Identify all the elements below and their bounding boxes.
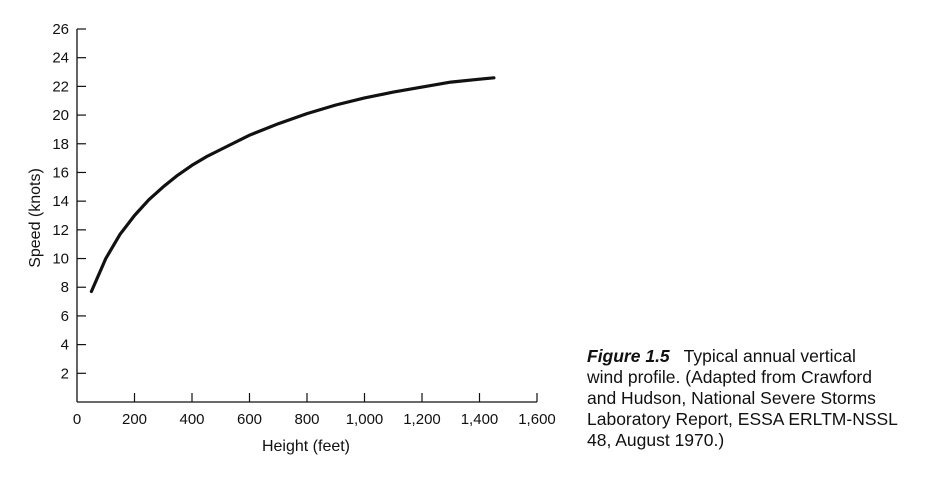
y-axis-title: Speed (knots) xyxy=(27,168,44,268)
caption-line-1: Typical annual vertical xyxy=(683,346,856,366)
x-tick-label: 400 xyxy=(179,411,204,428)
y-tick-label: 6 xyxy=(61,308,69,325)
x-tick-label: 800 xyxy=(294,411,319,428)
y-tick-label: 26 xyxy=(52,21,69,38)
y-tick-label: 4 xyxy=(61,337,69,354)
figure-label: Figure 1.5 xyxy=(587,346,670,366)
axes xyxy=(76,29,537,403)
figure-caption: Figure 1.5 Typical annual vertical wind p… xyxy=(587,346,927,451)
y-tick-label: 16 xyxy=(52,164,69,181)
y-tick-label: 22 xyxy=(52,78,69,95)
x-tick-label: 200 xyxy=(122,411,147,428)
x-tick-label: 600 xyxy=(237,411,262,428)
caption-line-5: 48, August 1970.) xyxy=(587,430,725,450)
y-tick-label: 14 xyxy=(52,193,69,210)
caption-line-3: and Hudson, National Severe Storms xyxy=(587,388,876,408)
y-tick-label: 20 xyxy=(52,107,69,124)
ticks: 0 200 400 600 800 1,000 1,200 1,400 1,6002468101… xyxy=(52,21,555,428)
x-tick-label: 1,400 xyxy=(461,411,499,428)
y-tick-label: 2 xyxy=(61,365,69,382)
x-tick-label: 1,200 xyxy=(403,411,441,428)
y-tick-label: 18 xyxy=(52,136,69,153)
series-line xyxy=(89,76,496,294)
x-tick-label: 1,000 xyxy=(346,411,384,428)
x-axis-title: Height (feet) xyxy=(262,438,350,455)
x-tick-label: 0 xyxy=(73,411,81,428)
caption-line-4: Laboratory Report, ESSA ERLTM-NSSL xyxy=(587,409,898,429)
y-tick-label: 8 xyxy=(61,279,69,296)
y-tick-label: 24 xyxy=(52,50,69,67)
y-tick-label: 10 xyxy=(52,251,69,268)
caption-line-2: wind profile. (Adapted from Crawford xyxy=(587,367,872,387)
series xyxy=(89,76,496,294)
x-tick-label: 1,600 xyxy=(518,411,556,428)
y-tick-label: 12 xyxy=(52,222,69,239)
